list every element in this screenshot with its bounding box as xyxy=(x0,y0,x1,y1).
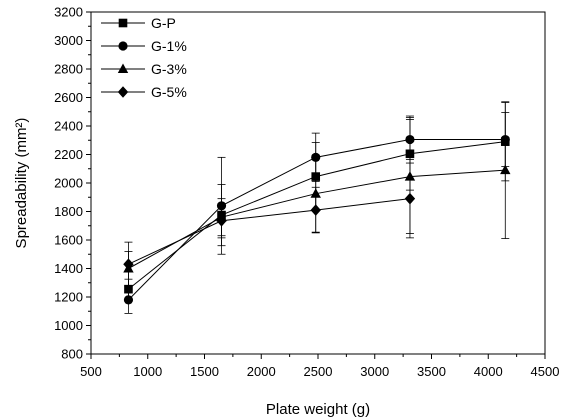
series-line xyxy=(128,198,410,265)
x-tick-label: 500 xyxy=(80,364,102,379)
x-tick-label: 1500 xyxy=(190,364,219,379)
x-tick-label: 3500 xyxy=(417,364,446,379)
legend-marker xyxy=(117,86,129,98)
legend: G-P G-1% G-3% G-5% xyxy=(101,15,187,100)
ticks: 500 1000 1500 2000 2500 3000 3500 4000 4500 800 10… xyxy=(54,5,559,380)
legend-marker xyxy=(118,18,128,28)
data-point xyxy=(310,204,321,216)
x-tick-label: 4500 xyxy=(531,364,560,379)
legend-label: G-1% xyxy=(151,38,187,54)
data-point xyxy=(404,192,416,205)
series-G-P xyxy=(124,102,510,300)
series-line xyxy=(128,169,506,269)
y-tick-label: 1600 xyxy=(54,233,83,248)
y-tick-label: 800 xyxy=(61,347,83,362)
y-tick-label: 2600 xyxy=(54,90,83,105)
series-G-5% xyxy=(123,159,416,287)
y-tick-label: 3000 xyxy=(54,33,83,48)
x-tick-label: 1000 xyxy=(133,364,162,379)
y-tick-label: 1800 xyxy=(54,204,83,219)
x-tick-label: 3000 xyxy=(360,364,389,379)
data-point xyxy=(500,164,511,175)
x-tick-label: 2000 xyxy=(247,364,276,379)
y-axis-title: Spreadability (mm²) xyxy=(13,118,30,249)
data-point xyxy=(123,295,134,305)
y-tick-label: 2400 xyxy=(54,119,83,134)
x-tick-label: 2500 xyxy=(304,364,333,379)
y-tick-label: 2200 xyxy=(54,147,83,162)
legend-marker xyxy=(117,63,129,73)
x-axis-title: Plate weight (g) xyxy=(266,401,370,418)
legend-marker xyxy=(118,41,128,51)
legend-label: G-5% xyxy=(151,84,187,100)
series-line xyxy=(128,139,506,301)
y-tick-label: 1000 xyxy=(54,318,83,333)
y-tick-label: 3200 xyxy=(54,5,83,20)
legend-label: G-P xyxy=(151,15,176,31)
legend-label: G-3% xyxy=(151,61,187,77)
series-G-3% xyxy=(123,101,511,287)
x-tick-label: 4000 xyxy=(474,364,503,379)
data-point xyxy=(216,214,227,227)
series-layer xyxy=(123,101,511,314)
y-tick-label: 1200 xyxy=(54,290,83,305)
y-tick-label: 2000 xyxy=(54,176,83,191)
series-line xyxy=(128,141,506,290)
y-tick-label: 2800 xyxy=(54,62,83,77)
y-tick-label: 1400 xyxy=(54,261,83,276)
data-point xyxy=(123,258,134,271)
